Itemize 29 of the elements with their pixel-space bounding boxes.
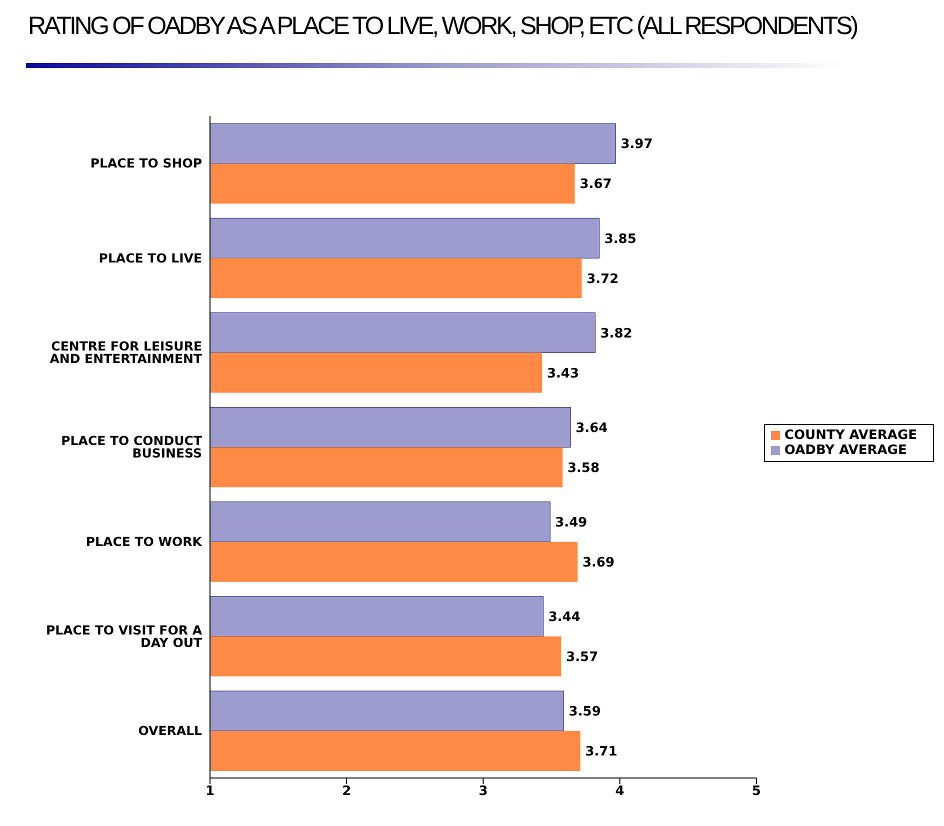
- y-tick-label: OVERALL: [138, 723, 202, 738]
- data-label: 3.82: [600, 326, 632, 342]
- data-label: 3.69: [582, 555, 615, 570]
- y-tick-label: CENTRE FOR LEISURE AND ENTERTAINMENT: [50, 338, 202, 366]
- chart-title: RATING OF OADBY AS A PLACE TO LIVE, WORK, SHOP, ETC (ALL RESPONDENTS): [27, 11, 858, 41]
- data-label: 3.97: [620, 137, 653, 152]
- y-tick-label: PLACE TO LIVE: [98, 250, 202, 266]
- data-label: 3.57: [566, 650, 598, 666]
- y-tick-label: PLACE TO CONDUCT BUSINESS: [61, 433, 202, 461]
- data-label: 3.71: [585, 744, 618, 760]
- data-label: 3.85: [604, 232, 636, 247]
- data-label: 3.49: [555, 515, 588, 530]
- data-label: 3.43: [546, 366, 580, 382]
- data-label: 3.59: [568, 704, 601, 720]
- x-tick-label: 4: [615, 784, 624, 800]
- data-label: 3.58: [567, 460, 600, 476]
- x-tick-label: 3: [478, 784, 488, 800]
- y-tick-label: PLACE TO VISIT FOR A DAY OUT: [46, 622, 202, 650]
- x-tick-label: 2: [342, 784, 352, 800]
- data-label: 3.72: [586, 272, 619, 287]
- x-tick-label: 5: [752, 784, 761, 800]
- legend-label: COUNTY AVERAGE: [784, 428, 917, 443]
- y-tick-label: PLACE TO WORK: [86, 534, 204, 550]
- legend-label: OADBY AVERAGE: [784, 443, 907, 458]
- data-label: 3.64: [576, 420, 608, 436]
- data-label: 3.67: [580, 177, 612, 192]
- data-label: 3.44: [548, 610, 580, 626]
- x-tick-label: 1: [205, 784, 215, 800]
- y-tick-label: PLACE TO SHOP: [90, 156, 202, 171]
